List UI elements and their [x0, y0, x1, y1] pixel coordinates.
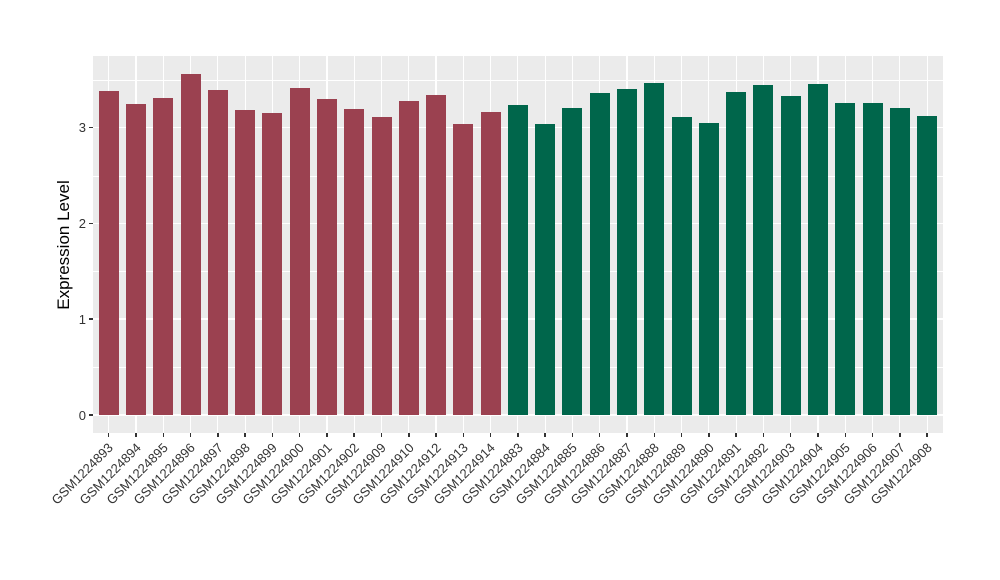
bar-GSM1224887 — [617, 89, 638, 415]
bar-GSM1224895 — [153, 98, 174, 415]
x-tick-mark — [298, 433, 301, 437]
y-tick-label: 1 — [78, 311, 86, 327]
x-tick-mark — [217, 433, 219, 437]
x-tick-mark — [462, 433, 465, 437]
x-tick-mark — [844, 433, 846, 437]
bar-GSM1224906 — [862, 102, 883, 415]
x-tick-mark — [653, 433, 656, 437]
x-tick-mark — [162, 433, 164, 437]
x-tick-mark — [817, 433, 819, 437]
y-tick-mark — [89, 414, 93, 416]
bar-GSM1224885 — [562, 107, 583, 415]
x-tick-mark — [626, 433, 628, 437]
x-tick-mark — [598, 433, 601, 437]
x-tick-mark — [871, 433, 874, 437]
bar-GSM1224908 — [917, 116, 938, 415]
x-tick-mark — [189, 433, 192, 437]
y-tick-mark — [89, 222, 93, 225]
x-tick-mark — [326, 433, 328, 437]
x-tick-mark — [926, 433, 928, 437]
bar-GSM1224894 — [125, 103, 146, 415]
x-tick-mark — [517, 433, 519, 437]
bar-GSM1224899 — [262, 113, 283, 415]
x-tick-mark — [789, 433, 792, 437]
bar-GSM1224912 — [426, 95, 447, 415]
bar-GSM1224914 — [480, 112, 501, 415]
bar-GSM1224902 — [344, 108, 365, 415]
y-tick-mark — [89, 318, 93, 320]
x-tick-mark — [380, 433, 383, 437]
plot-panel — [93, 56, 943, 433]
x-tick-mark — [435, 433, 437, 437]
bar-GSM1224897 — [207, 90, 228, 415]
x-tick-mark — [489, 433, 492, 437]
bar-GSM1224883 — [507, 104, 528, 415]
x-tick-mark — [408, 433, 410, 437]
x-tick-mark — [571, 433, 574, 437]
bar-GSM1224893 — [98, 91, 119, 415]
bar-GSM1224888 — [644, 82, 665, 415]
y-axis-title: Expression Level — [54, 180, 73, 310]
x-tick-mark — [107, 433, 110, 437]
bar-GSM1224898 — [235, 110, 256, 415]
y-tick-label: 3 — [78, 120, 86, 136]
bar-GSM1224904 — [807, 83, 828, 415]
x-tick-mark — [899, 433, 901, 437]
bar-GSM1224884 — [535, 123, 556, 415]
bar-GSM1224913 — [453, 123, 474, 415]
bar-GSM1224886 — [589, 93, 610, 415]
x-tick-mark — [762, 433, 765, 437]
bar-GSM1224909 — [371, 117, 392, 415]
bar-GSM1224903 — [780, 96, 801, 415]
bar-GSM1224896 — [180, 74, 201, 415]
y-tick-mark — [89, 126, 93, 129]
bar-GSM1224889 — [671, 117, 692, 415]
x-tick-mark — [244, 433, 246, 437]
x-tick-mark — [735, 433, 737, 437]
bar-GSM1224891 — [726, 92, 747, 415]
x-tick-mark — [680, 433, 683, 437]
x-tick-mark — [544, 433, 546, 437]
bar-GSM1224900 — [289, 88, 310, 415]
bar-GSM1224892 — [753, 84, 774, 415]
x-tick-mark — [135, 433, 137, 437]
bar-GSM1224890 — [698, 122, 719, 415]
x-tick-mark — [271, 433, 274, 437]
bar-GSM1224901 — [316, 98, 337, 415]
x-tick-mark — [708, 433, 710, 437]
y-tick-label: 0 — [78, 407, 86, 423]
bar-GSM1224910 — [398, 100, 419, 415]
x-tick-mark — [353, 433, 355, 437]
bar-GSM1224907 — [889, 107, 910, 415]
bar-GSM1224905 — [835, 102, 856, 415]
y-tick-label: 2 — [78, 215, 86, 231]
